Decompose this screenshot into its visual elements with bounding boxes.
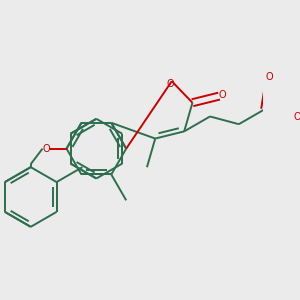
Text: O: O <box>43 144 50 154</box>
Text: O: O <box>218 90 226 100</box>
Text: O: O <box>167 80 174 89</box>
Text: O: O <box>266 72 273 82</box>
Text: O: O <box>293 112 300 122</box>
